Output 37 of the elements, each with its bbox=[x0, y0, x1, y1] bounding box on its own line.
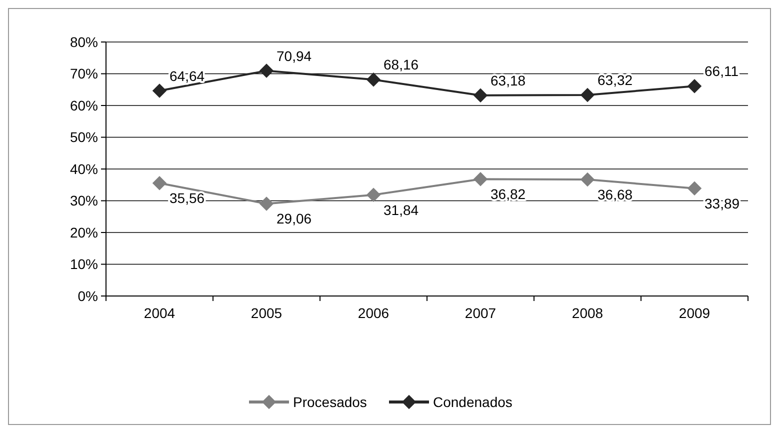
point bbox=[366, 188, 381, 202]
data-label: 63,32 bbox=[598, 72, 633, 88]
y-tick-label: 50% bbox=[70, 129, 98, 146]
data-label: 70,94 bbox=[276, 48, 312, 64]
x-tick-label: 2008 bbox=[572, 305, 604, 321]
data-label: 31,84 bbox=[384, 202, 419, 218]
y-tick-label: 30% bbox=[70, 192, 98, 209]
point bbox=[580, 88, 595, 102]
y-tick-label: 40% bbox=[70, 160, 98, 177]
point bbox=[473, 88, 488, 103]
x-tick-label: 2005 bbox=[250, 305, 282, 321]
point bbox=[259, 64, 274, 78]
data-label: 36,82 bbox=[490, 186, 526, 202]
point bbox=[580, 172, 595, 187]
data-label: 63,18 bbox=[490, 72, 526, 88]
point bbox=[152, 84, 167, 98]
y-tick-label: 80% bbox=[70, 34, 98, 50]
y-tick-label: 10% bbox=[70, 256, 98, 272]
x-tick-label: 2009 bbox=[678, 305, 710, 321]
point bbox=[687, 78, 702, 94]
data-label: 29,06 bbox=[276, 210, 312, 227]
point bbox=[687, 181, 702, 196]
y-tick-label: 20% bbox=[70, 224, 98, 240]
point bbox=[366, 72, 381, 87]
y-tick-label: 0% bbox=[78, 288, 98, 304]
x-tick-label: 2006 bbox=[358, 305, 390, 321]
legend-label: Procesados bbox=[293, 394, 367, 410]
y-tick-label: 60% bbox=[70, 97, 98, 114]
y-tick-label: 70% bbox=[70, 66, 98, 82]
x-tick-label: 2004 bbox=[144, 305, 176, 321]
point bbox=[152, 176, 167, 190]
data-label: 36,68 bbox=[598, 186, 633, 203]
x-tick-label: 2007 bbox=[464, 305, 496, 321]
point bbox=[473, 172, 488, 186]
data-label: 68,16 bbox=[384, 56, 419, 73]
legend-label: Condenados bbox=[433, 394, 512, 410]
point bbox=[259, 196, 274, 211]
